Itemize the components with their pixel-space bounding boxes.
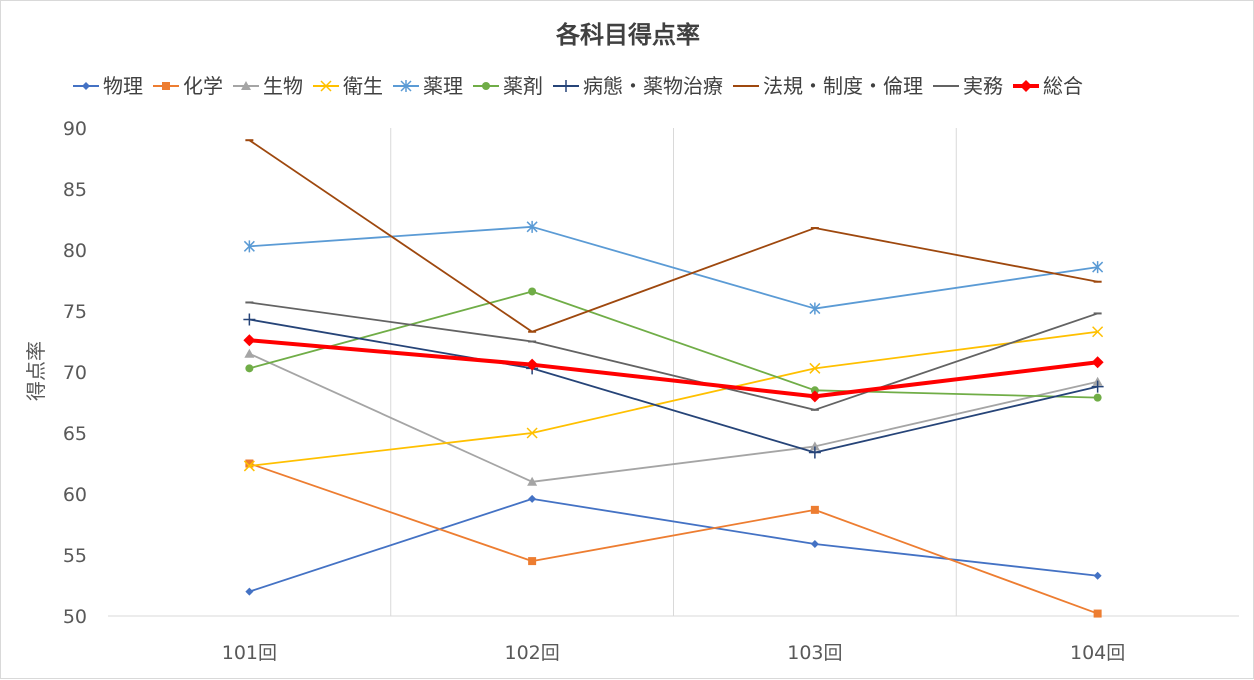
chart-title: 各科目得点率 [555,21,700,49]
y-tick-label: 75 [63,301,87,323]
data-point [528,494,537,503]
x-tick-label: 102回 [504,642,559,664]
data-point [526,358,539,371]
data-point [482,82,490,90]
data-point [810,386,819,395]
data-point [245,459,254,468]
series-line [249,338,1098,399]
data-point [528,557,537,566]
legend-item: 生物 [233,74,303,98]
data-point [1092,326,1104,338]
series-line [249,462,1098,615]
series-衛生 [243,326,1104,472]
data-point [245,364,254,373]
y-tick-label: 80 [63,240,87,262]
series-薬剤 [245,287,1102,402]
x-tick-label: 101回 [222,642,277,664]
series-line [249,318,1098,454]
series-生物 [244,348,1103,486]
legend-label: 生物 [263,74,303,98]
data-point [245,587,254,596]
y-tick-label: 70 [63,362,87,384]
series-物理 [245,494,1102,596]
data-point [1093,393,1102,402]
data-point [400,80,412,92]
data-point [1093,571,1102,580]
data-point [527,476,538,486]
y-axis-ticks: 50 55 60 65 70 75 80 85 90 [63,118,87,628]
data-point [1091,380,1104,393]
data-point [244,348,255,358]
legend-item: 病態・薬物治療 [553,74,723,98]
series-layer [243,139,1104,618]
legend-item: 総合 [1013,74,1083,98]
y-tick-label: 90 [63,118,87,140]
series-line [249,290,1098,399]
data-point [241,81,251,90]
legend-item: 化学 [153,74,223,98]
legend-label: 化学 [183,74,223,98]
series-line [249,352,1098,483]
x-axis-ticks: 101回 102回 103回 104回 [222,642,1126,664]
data-point [809,302,821,315]
legend: 物理 化学 生物 衛生 薬理 薬剤 病態・薬物治療 法規・制度・倫理 実務 総合 [73,74,1083,98]
series-実務 [245,301,1102,411]
data-point [1091,356,1104,369]
legend-item: 法規・制度・倫理 [733,74,923,98]
data-point [1093,609,1102,618]
legend-label: 薬理 [423,74,463,98]
gridlines [108,128,1239,617]
x-tick-label: 104回 [1070,642,1125,664]
legend-item: 物理 [73,74,143,98]
x-tick-label: 103回 [787,642,842,664]
y-tick-label: 65 [63,423,87,445]
legend-item: 薬剤 [473,74,543,98]
y-axis-title: 得点率 [24,341,48,401]
data-point [82,82,90,90]
data-point [810,505,819,514]
legend-label: 総合 [1043,74,1083,98]
series-line [249,497,1098,593]
legend-label: 薬剤 [503,74,543,98]
data-point [243,240,255,253]
y-tick-label: 60 [63,484,87,506]
data-point [526,427,538,439]
series-法規・制度・倫理 [245,139,1102,333]
data-point [320,80,332,92]
data-point [810,540,819,549]
legend-label: 実務 [963,74,1003,98]
y-tick-label: 85 [63,179,87,201]
data-point [560,80,572,92]
series-line [249,330,1098,467]
series-総合 [243,334,1104,403]
data-point [526,220,538,233]
data-point [243,334,256,347]
data-point [1020,80,1032,92]
legend-item: 薬理 [393,74,463,98]
legend-item: 実務 [933,74,1003,98]
series-line [248,139,1098,333]
data-point [528,287,537,296]
data-point [243,313,256,326]
data-point [243,460,255,472]
legend-label: 衛生 [343,74,383,98]
data-point [808,446,821,459]
legend-item: 衛生 [313,74,383,98]
data-point [1092,261,1104,274]
data-point [808,390,821,403]
data-point [809,362,821,374]
data-point [809,441,820,451]
legend-label: 法規・制度・倫理 [763,74,923,98]
y-tick-label: 50 [63,606,87,628]
series-line [249,301,1098,411]
data-point [162,82,170,90]
y-tick-label: 55 [63,545,87,567]
series-化学 [245,459,1102,618]
legend-label: 病態・薬物治療 [583,74,723,98]
legend-label: 物理 [103,74,143,98]
